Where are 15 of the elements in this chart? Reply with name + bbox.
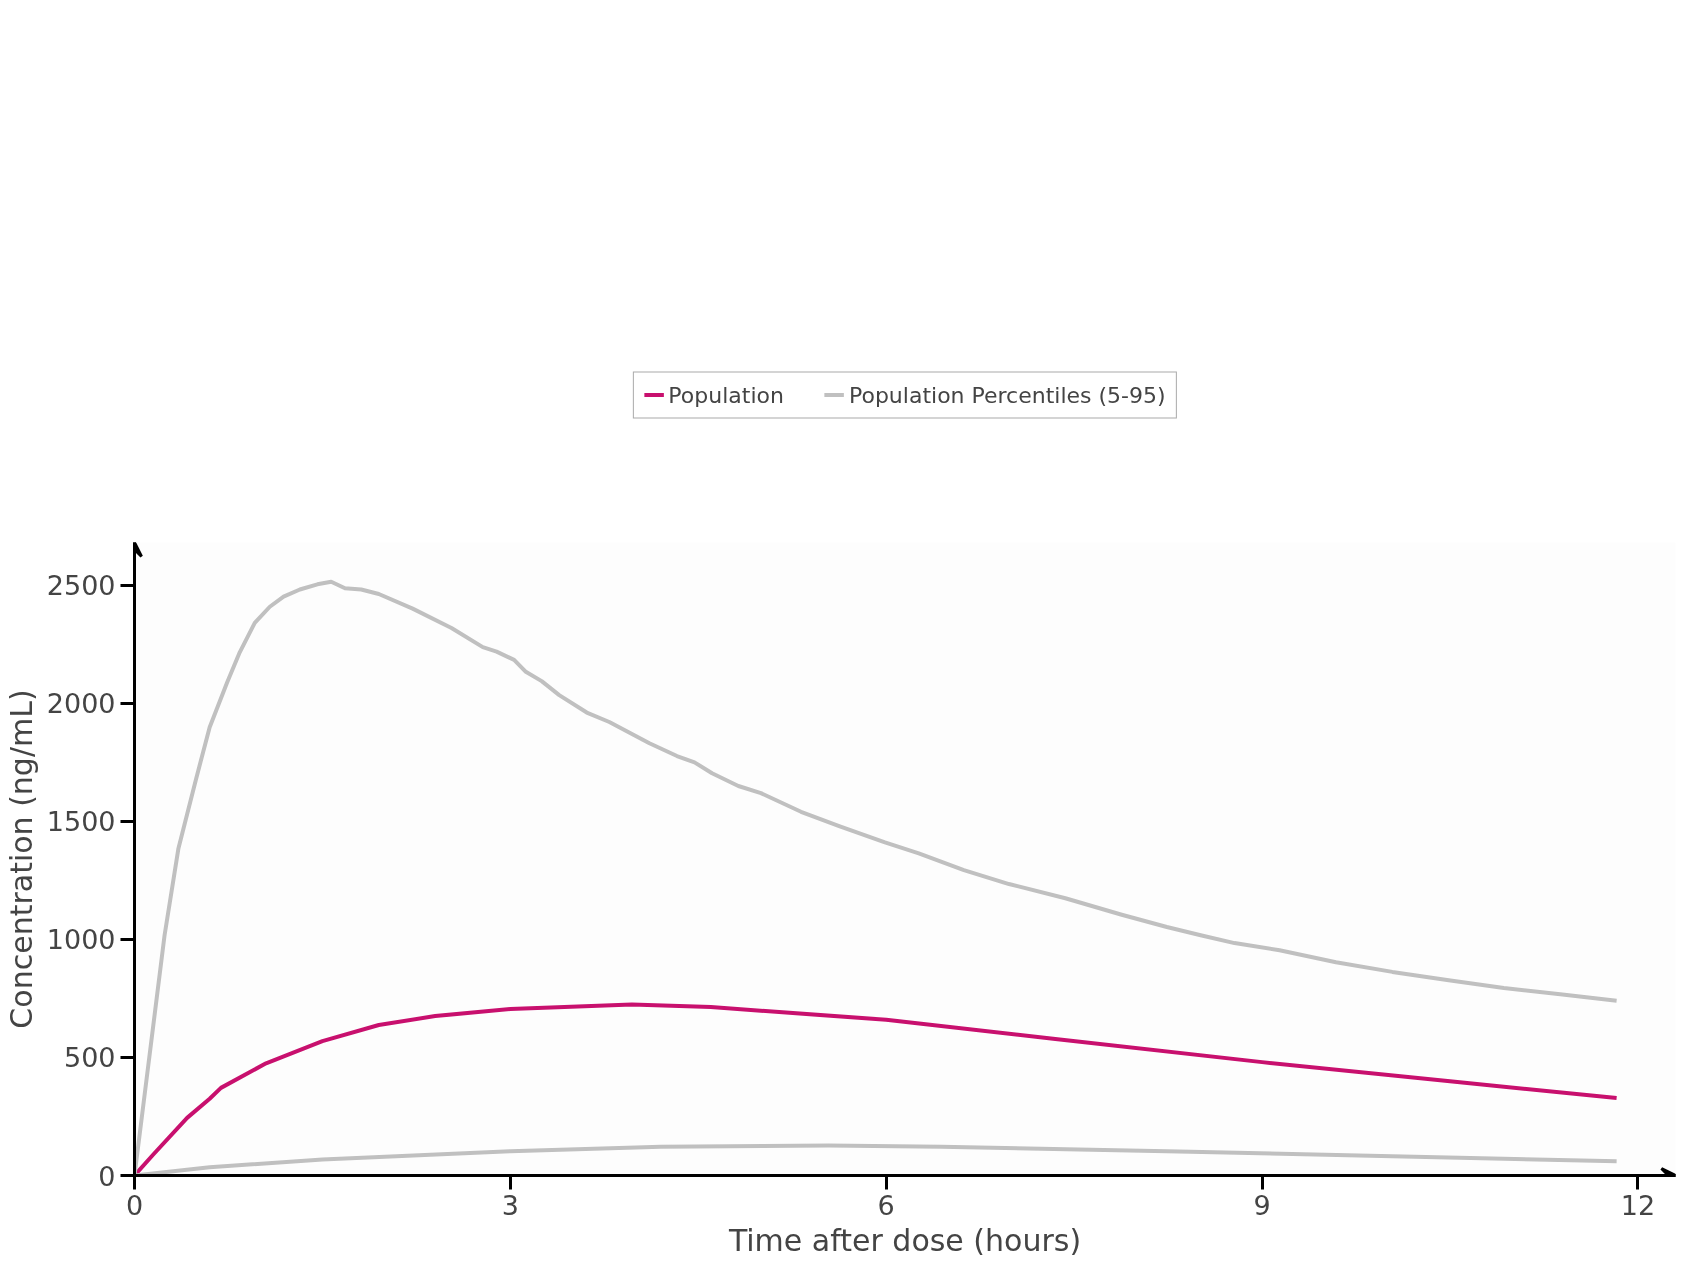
y-tick-label: 1000 (46, 924, 116, 956)
x-tick-label: 6 (877, 1189, 895, 1221)
legend-label: Population (668, 382, 784, 408)
x-axis-title: Time after dose (hours) (727, 1222, 1082, 1258)
x-tick-label: 12 (1620, 1189, 1656, 1221)
y-tick-label: 500 (63, 1042, 116, 1074)
legend-label: Population Percentiles (5-95) (848, 382, 1166, 408)
y-tick-label: 2500 (46, 570, 116, 602)
x-tick-label: 0 (125, 1189, 144, 1221)
y-tick-label: 1500 (46, 806, 116, 838)
y-axis-title: Concentration (ng/mL) (3, 689, 39, 1029)
y-tick-label: 0 (98, 1160, 116, 1192)
y-tick-label: 2000 (46, 688, 116, 720)
x-tick-label: 3 (501, 1189, 519, 1221)
x-tick-label: 9 (1253, 1189, 1271, 1221)
